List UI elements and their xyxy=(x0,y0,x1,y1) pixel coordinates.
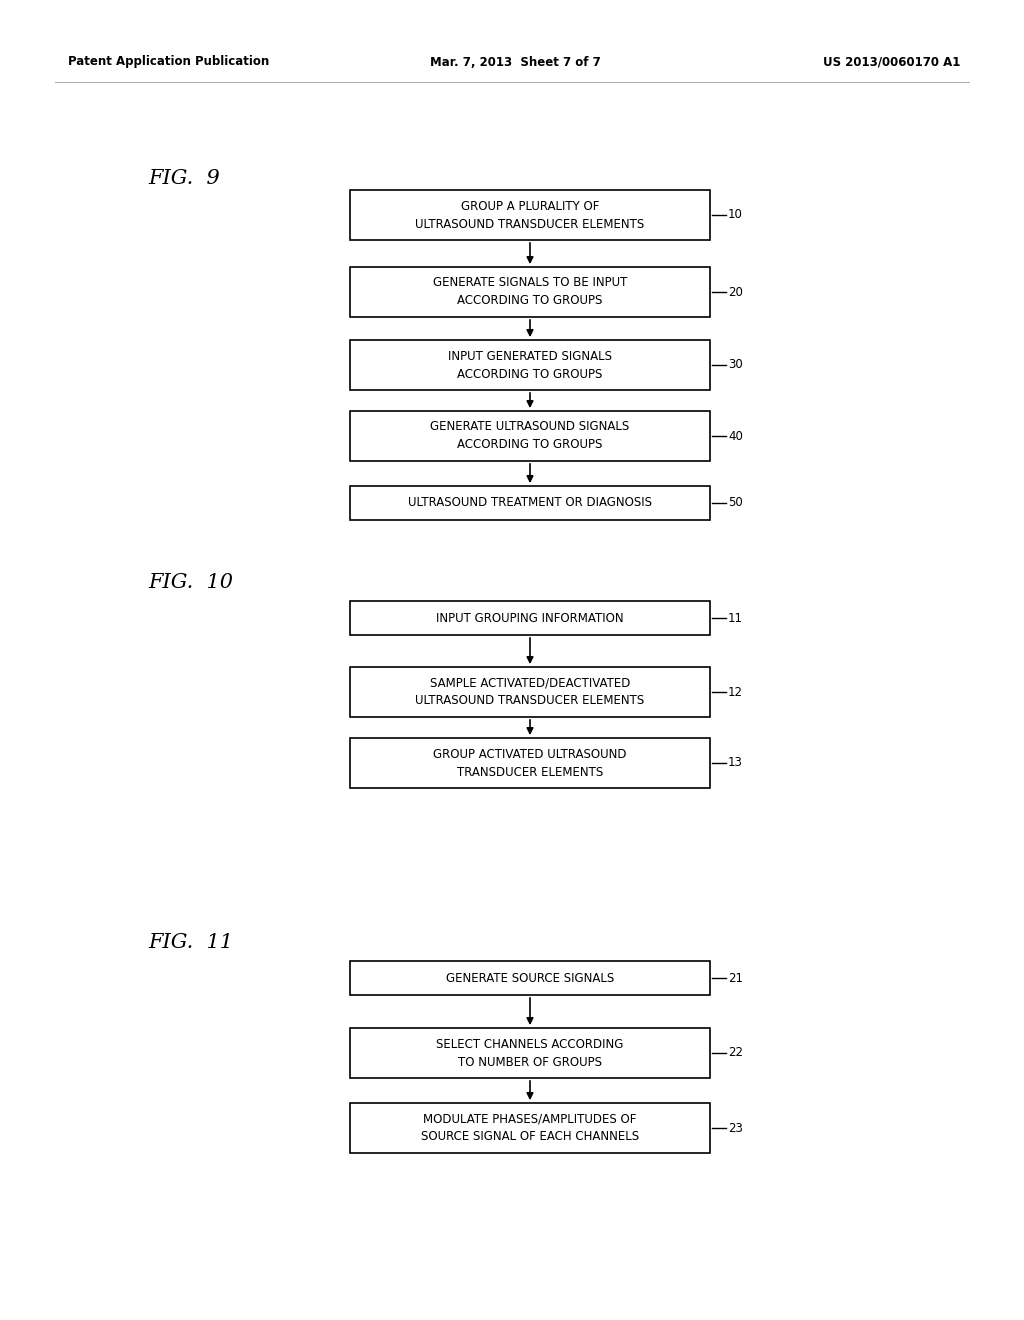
Text: 20: 20 xyxy=(728,285,742,298)
Bar xyxy=(350,738,710,788)
Text: FIG.  11: FIG. 11 xyxy=(148,932,233,952)
Text: 23: 23 xyxy=(728,1122,742,1134)
Text: 11: 11 xyxy=(728,611,743,624)
Text: GENERATE ULTRASOUND SIGNALS
ACCORDING TO GROUPS: GENERATE ULTRASOUND SIGNALS ACCORDING TO… xyxy=(430,421,630,451)
Text: 13: 13 xyxy=(728,756,742,770)
Bar xyxy=(350,267,710,317)
Text: SELECT CHANNELS ACCORDING
TO NUMBER OF GROUPS: SELECT CHANNELS ACCORDING TO NUMBER OF G… xyxy=(436,1038,624,1068)
Text: MODULATE PHASES/AMPLITUDES OF
SOURCE SIGNAL OF EACH CHANNELS: MODULATE PHASES/AMPLITUDES OF SOURCE SIG… xyxy=(421,1113,639,1143)
Bar xyxy=(350,1104,710,1152)
Text: 22: 22 xyxy=(728,1047,743,1060)
Bar xyxy=(350,411,710,461)
Text: SAMPLE ACTIVATED/DEACTIVATED
ULTRASOUND TRANSDUCER ELEMENTS: SAMPLE ACTIVATED/DEACTIVATED ULTRASOUND … xyxy=(416,676,645,708)
Text: GENERATE SOURCE SIGNALS: GENERATE SOURCE SIGNALS xyxy=(445,972,614,985)
Bar xyxy=(350,667,710,717)
Text: 21: 21 xyxy=(728,972,743,985)
Text: FIG.  9: FIG. 9 xyxy=(148,169,220,187)
Bar xyxy=(350,961,710,995)
Text: GROUP ACTIVATED ULTRASOUND
TRANSDUCER ELEMENTS: GROUP ACTIVATED ULTRASOUND TRANSDUCER EL… xyxy=(433,747,627,779)
Text: 12: 12 xyxy=(728,685,743,698)
Text: Mar. 7, 2013  Sheet 7 of 7: Mar. 7, 2013 Sheet 7 of 7 xyxy=(430,55,601,69)
Text: FIG.  10: FIG. 10 xyxy=(148,573,233,591)
Bar xyxy=(350,1028,710,1078)
Text: GROUP A PLURALITY OF
ULTRASOUND TRANSDUCER ELEMENTS: GROUP A PLURALITY OF ULTRASOUND TRANSDUC… xyxy=(416,199,645,231)
Text: INPUT GROUPING INFORMATION: INPUT GROUPING INFORMATION xyxy=(436,611,624,624)
Text: ULTRASOUND TREATMENT OR DIAGNOSIS: ULTRASOUND TREATMENT OR DIAGNOSIS xyxy=(408,496,652,510)
Bar xyxy=(350,486,710,520)
Text: GENERATE SIGNALS TO BE INPUT
ACCORDING TO GROUPS: GENERATE SIGNALS TO BE INPUT ACCORDING T… xyxy=(433,276,627,308)
Bar xyxy=(350,601,710,635)
Bar xyxy=(350,341,710,389)
Text: 30: 30 xyxy=(728,359,742,371)
Text: 40: 40 xyxy=(728,429,742,442)
Text: Patent Application Publication: Patent Application Publication xyxy=(68,55,269,69)
Text: INPUT GENERATED SIGNALS
ACCORDING TO GROUPS: INPUT GENERATED SIGNALS ACCORDING TO GRO… xyxy=(449,350,612,380)
Text: 50: 50 xyxy=(728,496,742,510)
Bar xyxy=(350,190,710,240)
Text: 10: 10 xyxy=(728,209,742,222)
Text: US 2013/0060170 A1: US 2013/0060170 A1 xyxy=(822,55,961,69)
